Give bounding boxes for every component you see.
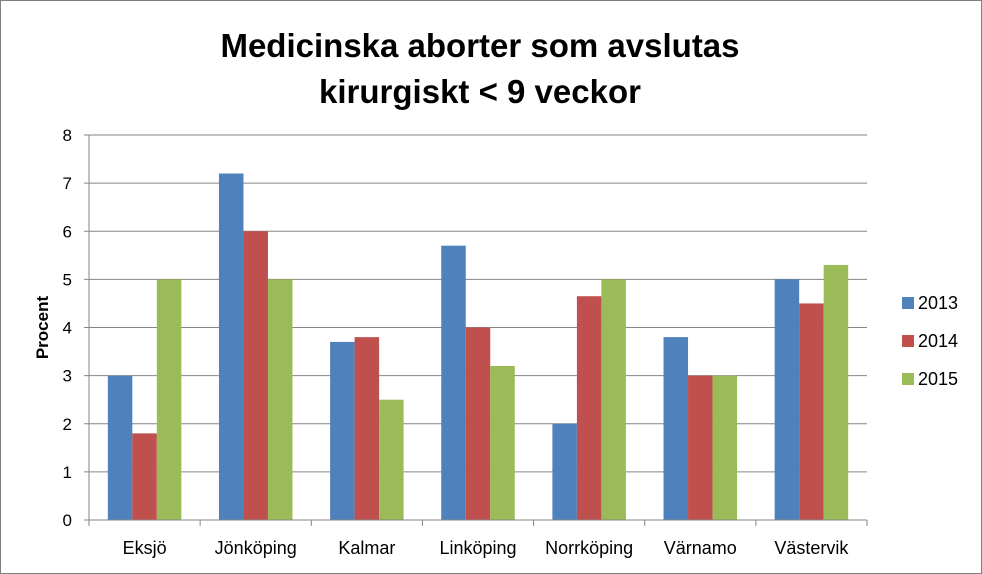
x-tick-label: Norrköping [545,538,633,558]
x-tick-label: Västervik [774,538,849,558]
legend-label: 2015 [918,369,958,389]
chart-title-line-2: kirurgiskt < 9 veckor [319,73,641,110]
y-tick-label: 8 [63,126,72,145]
bar-2014-6 [799,303,824,520]
y-tick-label: 1 [63,463,72,482]
bar-2013-0 [107,375,133,520]
bar-2014-3 [465,327,491,520]
legend: 2013 2014 2015 [902,293,958,389]
legend-swatch [902,335,914,347]
bar-2014-2 [354,337,380,520]
bar-2013-1 [218,173,244,520]
chart-title-line-1: Medicinska aborter som avslutas [220,27,740,64]
x-tick-labels: Eksjö Jönköping Kalmar Linköping Norrköping V… [88,520,868,558]
bar-2015-3 [490,366,515,520]
legend-label: 2014 [918,331,958,351]
y-tick-labels: 0 1 2 3 4 5 6 7 8 [63,126,89,530]
x-tick-label: Linköping [439,538,516,558]
bar-2013-3 [441,245,466,520]
bar-2015-6 [823,264,849,520]
y-tick-label: 2 [63,415,72,434]
y-tick-label: 4 [63,319,72,338]
x-tick-label: Eksjö [123,538,167,558]
bar-2014-1 [243,231,268,520]
bar-2015-1 [267,279,293,520]
x-tick-label: Jönköping [215,538,297,558]
bar-2013-5 [663,337,689,520]
y-axis-label: Procent [33,296,52,360]
bar-2013-4 [552,423,577,520]
y-tick-label: 6 [63,222,72,241]
legend-label: 2013 [918,293,958,313]
y-tick-label: 5 [63,270,72,289]
bar-2015-5 [712,375,738,520]
y-tick-label: 0 [63,511,72,530]
bar-2014-4 [576,296,602,520]
bar-2013-6 [774,279,800,520]
bar-2014-0 [132,433,157,520]
bar-2013-2 [330,341,355,520]
bars [107,173,849,520]
y-tick-label: 3 [63,367,72,386]
legend-swatch [902,297,914,309]
x-tick-label: Värnamo [664,538,737,558]
bar-2015-0 [156,279,182,520]
legend-swatch [902,373,914,385]
bar-2014-5 [688,375,713,520]
bar-2015-4 [601,279,626,520]
bar-2015-2 [379,399,404,520]
y-tick-label: 7 [63,174,72,193]
x-tick-label: Kalmar [338,538,395,558]
